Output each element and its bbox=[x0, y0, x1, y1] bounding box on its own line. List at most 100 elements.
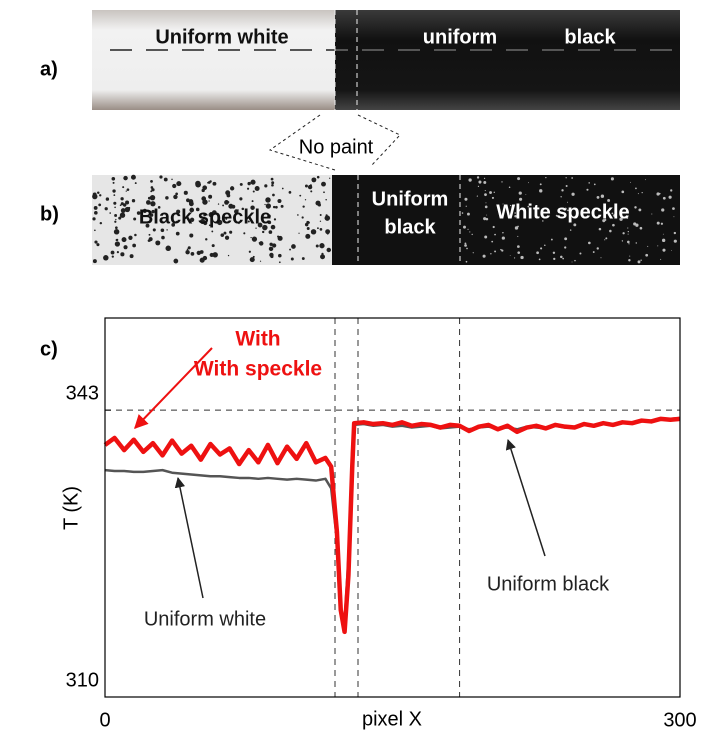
speckle bbox=[119, 212, 126, 218]
speckle bbox=[159, 175, 163, 179]
speckle bbox=[264, 184, 268, 188]
speckle bbox=[484, 193, 487, 197]
speckle bbox=[539, 189, 543, 193]
speckle bbox=[478, 180, 482, 184]
speckle bbox=[111, 177, 116, 181]
speckle bbox=[150, 201, 156, 207]
speckle bbox=[641, 191, 643, 194]
speckle bbox=[550, 238, 553, 241]
speckle bbox=[163, 177, 168, 182]
speckle bbox=[600, 257, 602, 259]
speckle bbox=[673, 239, 677, 243]
speckle bbox=[627, 227, 629, 229]
speckle bbox=[239, 197, 243, 201]
speckle bbox=[491, 196, 495, 199]
speckle bbox=[246, 187, 250, 190]
speckle bbox=[596, 247, 599, 250]
speckle bbox=[94, 240, 98, 244]
speckle bbox=[175, 231, 180, 236]
speckle bbox=[311, 177, 317, 183]
speckle bbox=[325, 199, 327, 201]
speckle bbox=[146, 201, 150, 205]
x-axis-label: pixel X bbox=[362, 708, 422, 730]
speckle bbox=[254, 186, 260, 191]
speckle bbox=[202, 255, 208, 261]
speckle bbox=[96, 244, 99, 246]
speckle bbox=[491, 240, 494, 243]
speckle bbox=[136, 211, 141, 215]
speckle bbox=[208, 194, 213, 199]
speckle bbox=[252, 190, 255, 193]
speckle bbox=[134, 233, 137, 237]
speckle bbox=[476, 176, 480, 179]
speckle bbox=[567, 201, 569, 203]
photo-label: uniform bbox=[423, 26, 497, 48]
speckle bbox=[634, 206, 637, 209]
speckle bbox=[463, 225, 466, 229]
speckle bbox=[627, 240, 630, 244]
speckle bbox=[607, 199, 611, 202]
speckle bbox=[673, 216, 675, 218]
speckle bbox=[134, 182, 137, 185]
speckle bbox=[323, 191, 325, 194]
speckle bbox=[92, 217, 96, 221]
speckle bbox=[165, 196, 169, 200]
speckle bbox=[485, 202, 487, 204]
speckle bbox=[598, 227, 602, 231]
speckle bbox=[298, 232, 300, 234]
speckle bbox=[187, 246, 191, 250]
speckle bbox=[621, 190, 625, 194]
speckle bbox=[238, 222, 240, 225]
speckle bbox=[661, 208, 665, 212]
speckle bbox=[326, 232, 329, 235]
speckle bbox=[116, 251, 119, 254]
speckle bbox=[545, 176, 547, 179]
speckle bbox=[125, 200, 130, 205]
speckle bbox=[305, 233, 311, 239]
speckle bbox=[269, 242, 273, 246]
speckle bbox=[262, 230, 265, 234]
speckle bbox=[113, 194, 116, 196]
speckle bbox=[461, 212, 464, 214]
speckle bbox=[467, 212, 470, 216]
speckle bbox=[316, 175, 320, 179]
photo-label: black bbox=[384, 216, 436, 238]
speckle bbox=[469, 231, 471, 233]
speckle bbox=[189, 233, 194, 238]
speckle bbox=[277, 235, 283, 241]
speckle bbox=[629, 181, 631, 183]
speckle bbox=[114, 206, 116, 209]
speckle bbox=[250, 236, 252, 239]
speckle bbox=[172, 183, 177, 189]
speckle bbox=[196, 250, 201, 256]
speckle bbox=[175, 220, 178, 223]
speckle bbox=[625, 210, 628, 213]
speckle bbox=[211, 210, 217, 215]
speckle bbox=[257, 222, 263, 228]
arrow bbox=[505, 438, 546, 557]
speckle bbox=[281, 187, 284, 190]
speckle bbox=[464, 244, 467, 247]
speckle bbox=[635, 187, 637, 190]
speckle bbox=[637, 260, 641, 264]
speckle bbox=[569, 229, 572, 231]
speckle bbox=[268, 230, 273, 234]
speckle bbox=[97, 191, 100, 194]
speckle bbox=[656, 192, 660, 196]
speckle bbox=[145, 223, 150, 228]
speckle bbox=[329, 177, 331, 179]
speckle bbox=[120, 208, 126, 213]
speckle bbox=[157, 206, 161, 209]
speckle bbox=[114, 241, 121, 247]
photo-label: White speckle bbox=[496, 201, 629, 223]
speckle bbox=[645, 253, 649, 257]
speckle bbox=[120, 202, 124, 206]
speckle bbox=[656, 221, 660, 225]
speckle bbox=[223, 231, 227, 235]
speckle bbox=[153, 229, 156, 232]
speckle bbox=[160, 228, 165, 233]
speckle bbox=[600, 194, 605, 198]
speckle bbox=[176, 181, 182, 187]
speckle bbox=[171, 223, 176, 227]
